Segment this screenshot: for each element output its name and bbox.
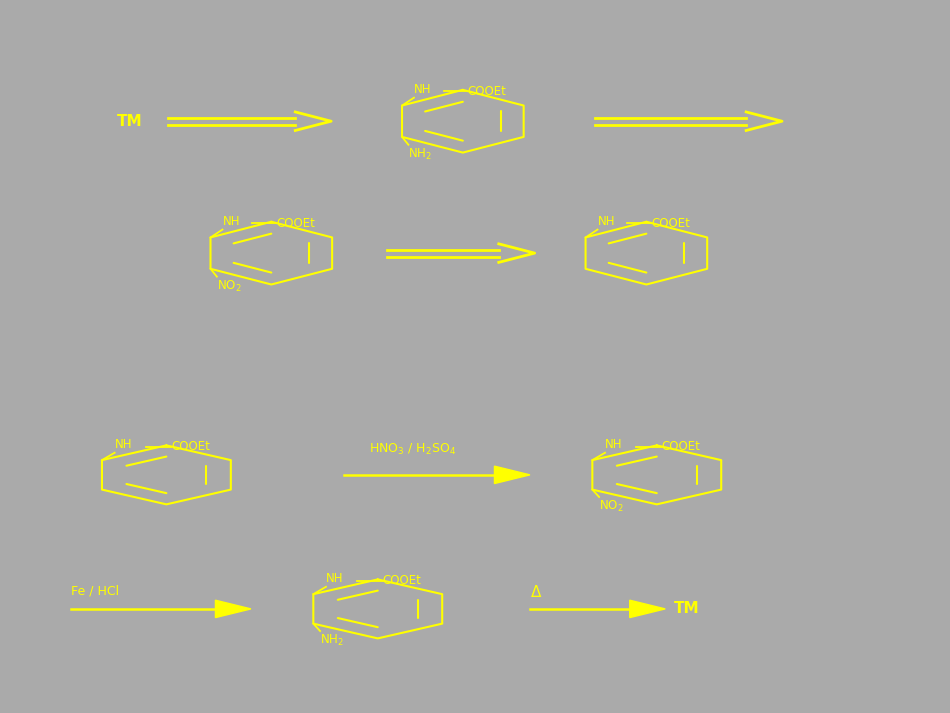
Text: TM: TM bbox=[674, 601, 699, 617]
Text: COOEt: COOEt bbox=[171, 440, 210, 453]
Text: $\Delta$: $\Delta$ bbox=[530, 584, 542, 600]
Text: NH: NH bbox=[222, 215, 240, 228]
Text: NO$_2$: NO$_2$ bbox=[599, 498, 624, 514]
Text: COOEt: COOEt bbox=[383, 574, 422, 588]
Text: NH: NH bbox=[414, 83, 431, 96]
Text: NH$_2$: NH$_2$ bbox=[408, 146, 432, 162]
Text: Fe / HCl: Fe / HCl bbox=[71, 585, 119, 598]
Text: HNO$_3$ / H$_2$SO$_4$: HNO$_3$ / H$_2$SO$_4$ bbox=[370, 442, 456, 457]
Text: COOEt: COOEt bbox=[651, 217, 690, 230]
Polygon shape bbox=[216, 600, 251, 617]
Text: TM: TM bbox=[117, 113, 142, 129]
Polygon shape bbox=[630, 600, 665, 617]
Text: NH$_2$: NH$_2$ bbox=[320, 632, 344, 648]
Polygon shape bbox=[494, 466, 530, 483]
Text: COOEt: COOEt bbox=[276, 217, 314, 230]
Text: NO$_2$: NO$_2$ bbox=[217, 278, 241, 294]
Text: NH: NH bbox=[598, 215, 615, 228]
Text: COOEt: COOEt bbox=[662, 440, 700, 453]
Text: COOEt: COOEt bbox=[467, 85, 506, 98]
Text: NH: NH bbox=[326, 573, 344, 585]
Text: NH: NH bbox=[115, 438, 132, 451]
Text: NH: NH bbox=[605, 438, 622, 451]
